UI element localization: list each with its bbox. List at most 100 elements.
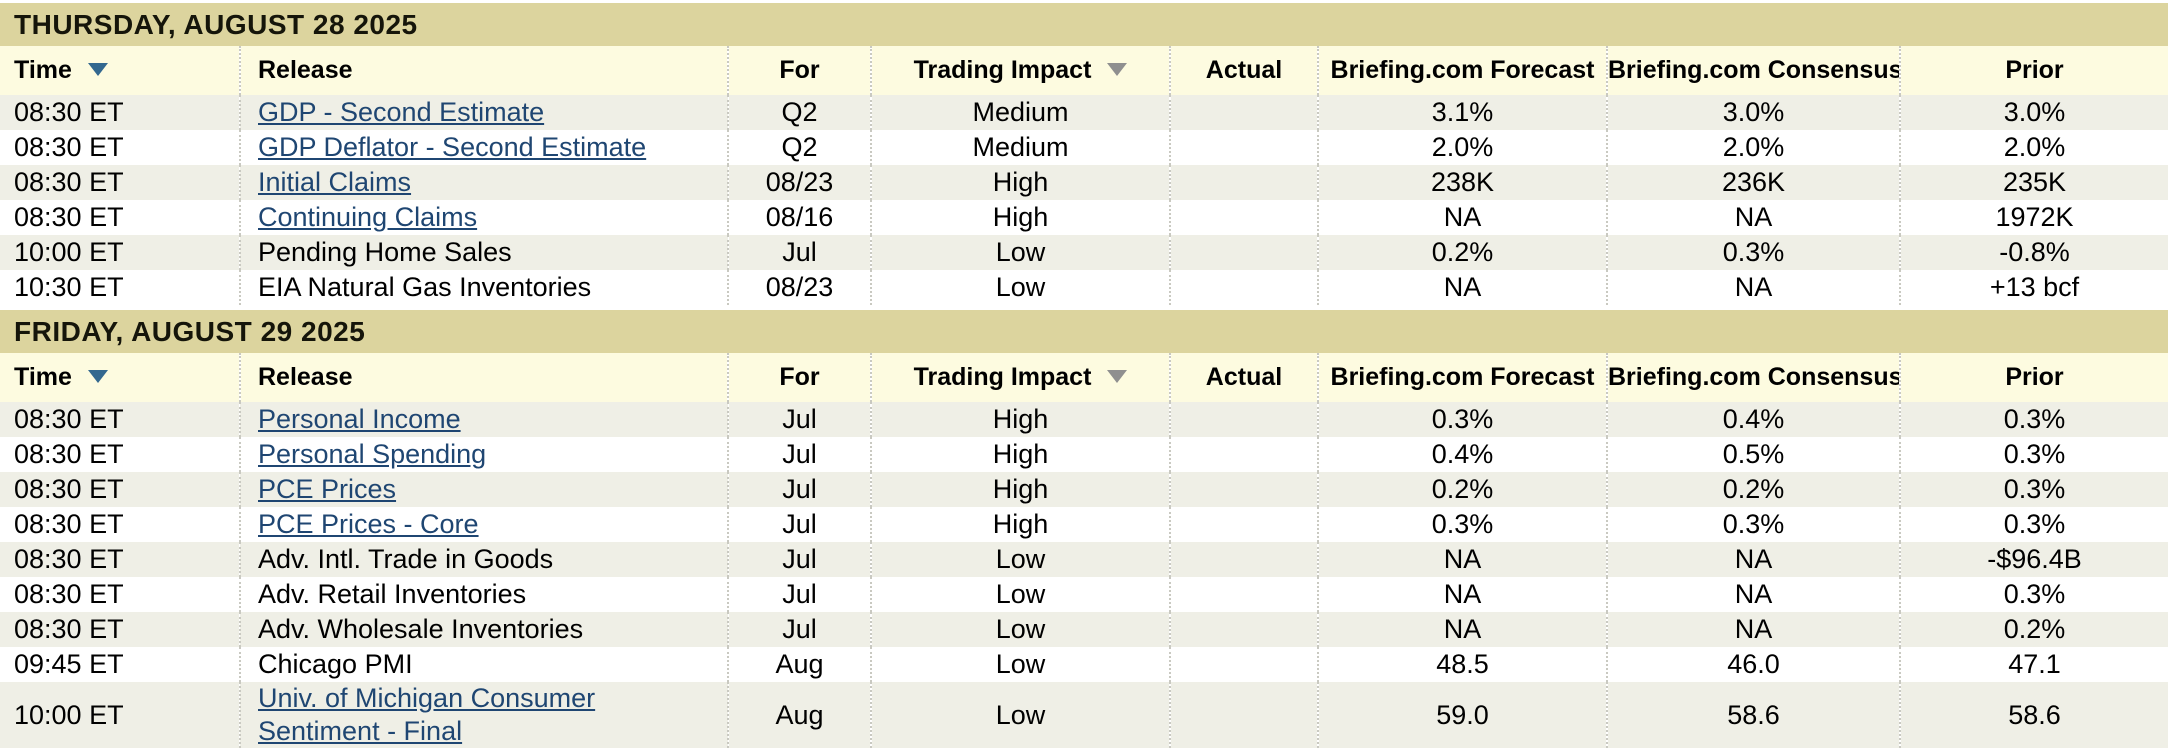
trading-impact-cell: Low [870,270,1170,305]
release-cell: Adv. Retail Inventories [239,577,728,612]
briefing-com-forecast-cell: NA [1317,200,1607,235]
trading-impact-value: High [992,167,1049,197]
trading-impact-value: High [992,404,1049,434]
time-cell: 08:30 ET [0,542,240,577]
time-value: 08:30 ET [14,132,124,162]
day-header: THURSDAY, AUGUST 28 2025 [0,3,2168,46]
release-cell: Adv. Intl. Trade in Goods [239,542,728,577]
sort-descending-icon [1107,62,1128,76]
for-cell: 08/23 [727,165,871,200]
column-header-label: Trading Impact [913,56,1092,84]
prior-value: 0.3% [2003,579,2066,609]
column-header-label: Actual [1205,363,1283,391]
column-header-trading-impact[interactable]: Trading Impact [870,46,1170,95]
briefing-com-consensus-cell: 0.4% [1606,402,1900,437]
release-text: Adv. Intl. Trade in Goods [258,544,554,574]
time-value: 08:30 ET [14,439,124,469]
prior-cell: 235K [1899,165,2168,200]
prior-value: 1972K [1995,202,2074,232]
prior-value: 58.6 [2008,699,2061,730]
time-cell: 08:30 ET [0,612,240,647]
release-link[interactable]: GDP Deflator - Second Estimate [258,132,647,162]
prior-cell: 0.3% [1899,472,2168,507]
release-cell: PCE Prices - Core [239,507,728,542]
prior-value: -0.8% [1999,237,2070,267]
release-link[interactable]: PCE Prices - Core [258,509,479,539]
prior-cell: 0.3% [1899,577,2168,612]
for-value: Q2 [781,97,818,127]
prior-cell: 0.3% [1899,402,2168,437]
table-row: 08:30 ET PCE Prices - Core Jul High 0.3% 0.3%… [0,507,2168,542]
column-header-time[interactable]: Time [0,46,240,95]
briefing-com-consensus-cell: 3.0% [1606,95,1900,130]
column-header-actual: Actual [1169,353,1318,402]
prior-value: 0.3% [2003,474,2066,504]
briefing-com-consensus-cell: NA [1606,542,1900,577]
column-header-row: Time Release For Trading Impact Actual Briefi… [0,353,2168,402]
actual-cell [1169,472,1318,507]
briefing-com-forecast-value: 238K [1430,167,1495,197]
time-cell: 08:30 ET [0,507,240,542]
trading-impact-cell: Low [870,682,1170,748]
column-header-release: Release [239,353,728,402]
column-header-trading-impact[interactable]: Trading Impact [870,353,1170,402]
prior-cell: 2.0% [1899,130,2168,165]
briefing-com-consensus-value: 3.0% [1722,97,1785,127]
trading-impact-value: Low [995,272,1046,302]
trading-impact-value: Medium [972,97,1069,127]
column-header-prior: Prior [1899,46,2168,95]
column-header-label: Release [258,363,353,391]
prior-value: -$96.4B [1987,544,2082,574]
trading-impact-cell: High [870,165,1170,200]
for-value: Aug [775,649,824,679]
actual-cell [1169,507,1318,542]
briefing-com-consensus-value: 236K [1721,167,1786,197]
for-cell: 08/23 [727,270,871,305]
column-header-label: Release [258,56,353,84]
for-cell: Aug [727,647,871,682]
column-header-time[interactable]: Time [0,353,240,402]
briefing-com-forecast-cell: NA [1317,612,1607,647]
briefing-com-forecast-cell: 0.3% [1317,402,1607,437]
release-link[interactable]: Initial Claims [258,167,412,197]
briefing-com-forecast-value: 0.3% [1431,509,1494,539]
for-cell: Aug [727,682,871,748]
trading-impact-value: Low [995,579,1046,609]
column-header-label: Briefing.com Forecast [1330,56,1595,84]
release-cell: Continuing Claims [239,200,728,235]
column-header-for: For [727,353,871,402]
prior-cell: 3.0% [1899,95,2168,130]
for-cell: Jul [727,472,871,507]
prior-cell: 0.3% [1899,507,2168,542]
trading-impact-value: Low [995,649,1046,679]
release-link[interactable]: Continuing Claims [258,202,478,232]
for-value: Jul [782,509,817,539]
table-row: 08:30 ET Personal Spending Jul High 0.4% 0.5%… [0,437,2168,472]
for-value: Jul [782,579,817,609]
time-cell: 08:30 ET [0,130,240,165]
briefing-com-consensus-cell: NA [1606,612,1900,647]
trading-impact-value: Low [995,614,1046,644]
briefing-com-consensus-value: NA [1734,614,1773,644]
actual-cell [1169,165,1318,200]
time-cell: 08:30 ET [0,95,240,130]
prior-cell: +13 bcf [1899,270,2168,305]
trading-impact-cell: Medium [870,130,1170,165]
table-row: 09:45 ET Chicago PMI Aug Low 48.5 46.0 47.1 [0,647,2168,682]
release-link[interactable]: PCE Prices [258,474,397,504]
briefing-com-consensus-value: NA [1734,544,1773,574]
release-link[interactable]: Personal Income [258,404,461,434]
prior-cell: -0.8% [1899,235,2168,270]
prior-cell: 0.3% [1899,437,2168,472]
briefing-com-consensus-cell: NA [1606,577,1900,612]
briefing-com-forecast-cell: 59.0 [1317,682,1607,748]
trading-impact-value: High [992,439,1049,469]
release-link[interactable]: Univ. of Michigan Consumer Sentiment - F… [258,683,596,746]
briefing-com-forecast-value: NA [1443,544,1482,574]
briefing-com-consensus-cell: 0.3% [1606,235,1900,270]
column-header-row: Time Release For Trading Impact Actual Briefi… [0,46,2168,95]
release-link[interactable]: Personal Spending [258,439,487,469]
economic-calendar-table: Time Release For Trading Impact Actual Briefi… [0,46,2168,305]
release-link[interactable]: GDP - Second Estimate [258,97,545,127]
prior-cell: 0.2% [1899,612,2168,647]
